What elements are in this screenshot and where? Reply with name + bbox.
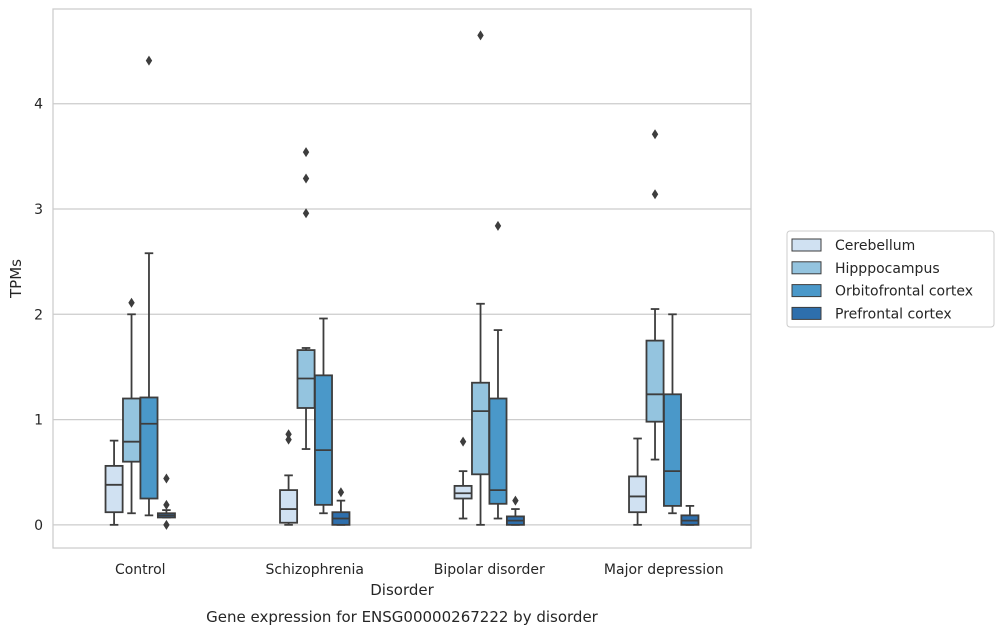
box-orbitofrontal-cortex [314,317,333,515]
box-iqr [663,393,682,507]
box-iqr [488,397,508,505]
outlier-point [512,495,519,506]
box-prefrontal-cortex [156,473,176,530]
plot-frame [52,8,752,549]
legend-swatch [791,238,822,252]
box-orbitofrontal-cortex [663,313,682,515]
box-cerebellum [279,429,299,526]
outlier-point [651,129,659,140]
box-iqr [471,381,490,476]
legend-entry-label: Cerebellum [835,238,915,254]
outlier-point [302,208,310,219]
boxes [104,30,700,530]
outlier-point [285,434,292,445]
legend-frame [786,230,995,328]
outlier-point [163,499,170,510]
legend-swatch [791,261,822,275]
box-hipppocampus [296,147,316,450]
x-tick-label: Bipolar disorder [434,562,545,578]
x-axis-ticks: Control Schizophrenia Bipolar disorder Majo… [115,562,724,578]
x-tick-label: Major depression [604,562,724,578]
y-tick-label: 0 [34,518,43,534]
legend-swatch [791,284,822,298]
box-orbitofrontal-cortex [488,220,508,520]
box-cerebellum [104,439,124,526]
box-cerebellum [628,437,648,526]
legend-swatch [791,306,822,320]
x-axis-label: Disorder [370,581,434,599]
box-iqr [453,484,473,500]
outlier-point [494,220,502,231]
box-orbitofrontal-cortex [139,55,159,517]
box-hipppocampus [645,129,665,461]
box-cerebellum [453,436,473,520]
box-iqr [279,489,299,524]
box-prefrontal-cortex [331,487,351,526]
y-tick-label: 1 [34,413,43,429]
legend-entry-label: Prefrontal cortex [835,306,952,322]
outlier-point [285,429,292,440]
legend-entry-label: Hipppocampus [835,261,940,277]
y-axis-ticks: 0 1 2 3 4 [34,97,43,534]
x-tick-label: Schizophrenia [266,562,364,578]
legend: Cerebellum Hipppocampus Orbitofrontal cort… [786,230,995,328]
legend-entry-label: Orbitofrontal cortex [835,284,973,300]
outlier-point [337,487,345,498]
outlier-point [651,189,659,200]
outlier-point [302,173,310,184]
y-axis-label: TPMs [7,259,25,299]
box-prefrontal-cortex [680,504,700,526]
box-iqr [139,396,159,500]
outlier-point [128,297,135,308]
outlier-point [477,30,484,41]
box-iqr [104,464,124,514]
box-hipppocampus [122,297,141,515]
outlier-point [163,473,170,484]
outlier-point [459,436,467,447]
box-hipppocampus [471,30,490,526]
chart-caption: Gene expression for ENSG00000267222 by d… [206,608,599,626]
x-tick-label: Control [115,562,166,578]
box-iqr [122,397,141,463]
outlier-point [163,519,170,530]
box-prefrontal-cortex [505,495,525,526]
box-iqr [314,374,333,506]
box-iqr [645,339,665,423]
y-tick-label: 3 [34,202,43,218]
outlier-point [145,55,153,66]
outlier-point [302,147,310,158]
y-tick-label: 4 [34,97,43,113]
y-tick-label: 2 [34,307,43,323]
box-iqr [628,475,648,514]
